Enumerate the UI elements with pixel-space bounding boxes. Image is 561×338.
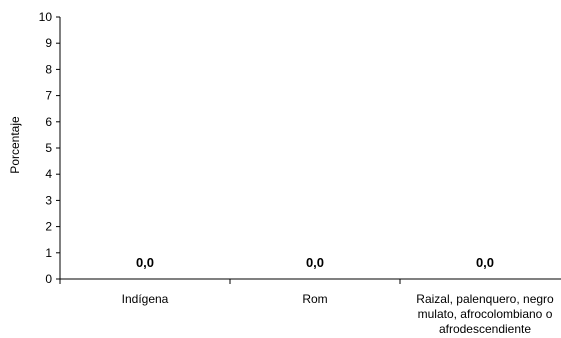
y-tick-label: 7 <box>45 89 52 103</box>
y-tick-label: 10 <box>39 10 53 24</box>
data-label: 0,0 <box>476 255 494 270</box>
y-tick-label: 8 <box>45 62 52 76</box>
y-tick-label: 3 <box>45 193 52 207</box>
y-tick-label: 5 <box>45 141 52 155</box>
y-tick-label: 0 <box>45 272 52 286</box>
y-tick-label: 4 <box>45 167 52 181</box>
y-axis-ticks: 0 1 2 3 4 5 6 7 8 9 10 <box>39 10 60 286</box>
y-axis-label: Porcentaje <box>8 116 22 174</box>
data-labels: 0,0 0,0 0,0 <box>136 255 494 270</box>
data-label: 0,0 <box>136 255 154 270</box>
x-category-label: Raizal, palenquero, negro mulato, afroco… <box>416 292 554 336</box>
y-tick-label: 6 <box>45 115 52 129</box>
chart-axes <box>59 17 561 284</box>
y-tick-label: 1 <box>45 246 52 260</box>
data-label: 0,0 <box>306 255 324 270</box>
y-tick-label: 9 <box>45 36 52 50</box>
x-category-label: Indígena <box>121 292 169 306</box>
x-category-label: Rom <box>302 292 328 306</box>
y-tick-label: 2 <box>45 220 52 234</box>
